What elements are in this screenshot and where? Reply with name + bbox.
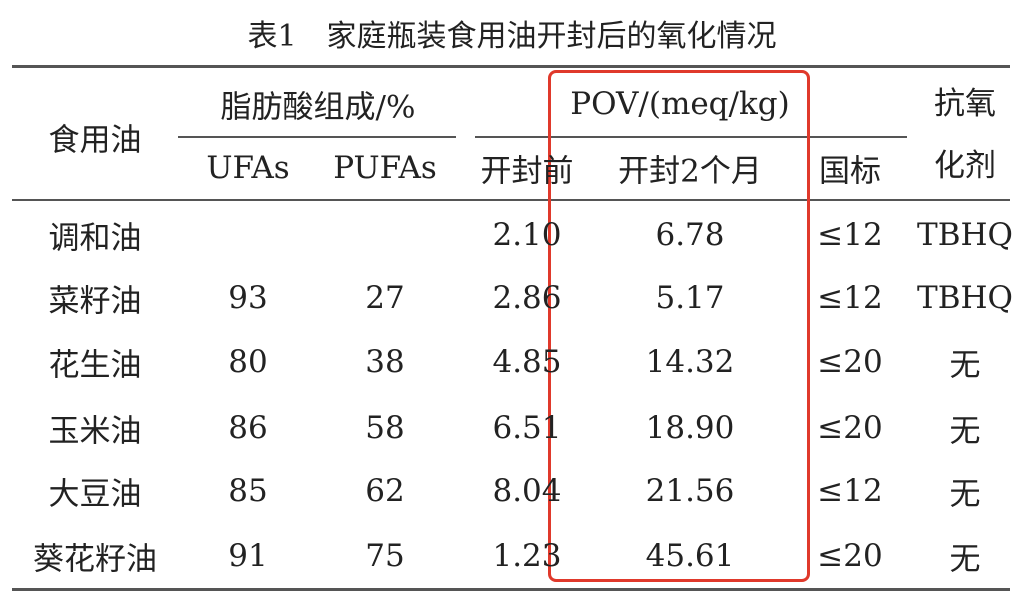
cell: 38 bbox=[365, 344, 405, 380]
cell: 58 bbox=[365, 410, 405, 446]
cell: 无 bbox=[949, 413, 981, 450]
header-group: 脂肪酸组成/% bbox=[220, 89, 416, 126]
row-label: 玉米油 bbox=[48, 413, 142, 450]
cell: 无 bbox=[949, 476, 981, 513]
highlight-box bbox=[548, 70, 810, 582]
cell: 2.10 bbox=[492, 217, 562, 253]
row-label: 菜籽油 bbox=[48, 283, 142, 320]
row-label: 葵花籽油 bbox=[33, 541, 157, 578]
bottom-rule bbox=[12, 588, 1010, 591]
cell: TBHQ bbox=[917, 280, 1013, 316]
cell: 80 bbox=[228, 344, 268, 380]
header-oil: 食用油 bbox=[48, 122, 142, 159]
cell: 21.56 bbox=[645, 473, 735, 509]
cell: 27 bbox=[365, 280, 405, 316]
cell: ≤12 bbox=[817, 473, 883, 509]
cell: 45.61 bbox=[645, 538, 735, 574]
cell: 86 bbox=[228, 410, 268, 446]
cell: 1.23 bbox=[492, 538, 562, 574]
cell: 62 bbox=[365, 473, 405, 509]
cell: 6.78 bbox=[655, 217, 725, 253]
group-rule bbox=[178, 136, 456, 138]
cell: ≤20 bbox=[817, 410, 883, 446]
column-header: 开封前 bbox=[480, 153, 574, 190]
cell: 6.51 bbox=[492, 410, 562, 446]
table-title: 表1 家庭瓶装食用油开封后的氧化情况 bbox=[247, 19, 777, 54]
cell: 8.04 bbox=[492, 473, 562, 509]
cell: 91 bbox=[228, 538, 268, 574]
header-group: POV/(meq/kg) bbox=[570, 86, 790, 122]
cell: ≤12 bbox=[817, 217, 883, 253]
cell: 75 bbox=[365, 538, 405, 574]
cell: 93 bbox=[228, 280, 268, 316]
cell: 18.90 bbox=[645, 410, 735, 446]
column-header: PUFAs bbox=[333, 150, 437, 186]
cell: 2.86 bbox=[492, 280, 562, 316]
cell: 无 bbox=[949, 347, 981, 384]
header-rule bbox=[12, 199, 1010, 201]
cell: 85 bbox=[228, 473, 268, 509]
column-header: UFAs bbox=[206, 150, 290, 186]
top-rule bbox=[12, 65, 1010, 68]
cell: ≤12 bbox=[817, 280, 883, 316]
cell: 5.17 bbox=[655, 280, 725, 316]
row-label: 花生油 bbox=[48, 347, 142, 384]
cell: ≤20 bbox=[817, 344, 883, 380]
group-rule bbox=[475, 136, 907, 138]
cell: 14.32 bbox=[645, 344, 735, 380]
column-header: 国标 bbox=[819, 153, 881, 190]
cell: 4.85 bbox=[492, 344, 562, 380]
row-label: 大豆油 bbox=[48, 476, 142, 513]
cell: ≤20 bbox=[817, 538, 883, 574]
header-antioxidant: 抗氧化剂 bbox=[934, 86, 996, 184]
column-header: 开封2个月 bbox=[618, 153, 762, 190]
cell: TBHQ bbox=[917, 217, 1013, 253]
row-label: 调和油 bbox=[48, 220, 142, 257]
cell: 无 bbox=[949, 541, 981, 578]
